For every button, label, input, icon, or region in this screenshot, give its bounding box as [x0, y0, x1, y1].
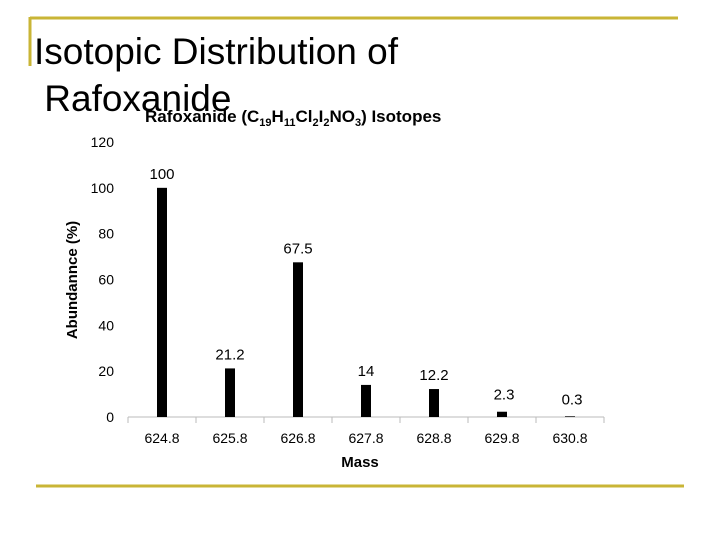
bar [225, 368, 235, 417]
bar [565, 416, 575, 417]
bar [293, 262, 303, 417]
bar [157, 187, 167, 417]
x-tick-label: 624.8 [144, 430, 179, 446]
value-label: 2.3 [494, 387, 515, 404]
bar [497, 411, 507, 417]
y-tick-label: 60 [98, 272, 114, 288]
y-axis-label: Abundannce (%) [64, 221, 81, 339]
x-tick-label: 629.8 [484, 430, 519, 446]
x-tick-label: 626.8 [280, 430, 315, 446]
y-tick-label: 80 [98, 226, 114, 242]
value-label: 14 [358, 363, 375, 380]
y-tick-label: 20 [98, 363, 114, 379]
x-tick-label: 627.8 [348, 430, 383, 446]
y-tick-label: 0 [106, 409, 114, 425]
chart-title: Rafoxanide (C19H11Cl2I2NO3) Isotopes [145, 107, 441, 129]
x-axis-label: Mass [341, 454, 379, 471]
x-tick-label: 625.8 [212, 430, 247, 446]
bar [361, 384, 371, 417]
value-label: 0.3 [562, 391, 583, 408]
x-tick-label: 630.8 [552, 430, 587, 446]
y-tick-label: 40 [98, 317, 114, 333]
value-label: 67.5 [283, 240, 312, 257]
value-label: 100 [149, 166, 174, 183]
value-label: 12.2 [419, 367, 448, 384]
y-tick-label: 120 [91, 134, 115, 150]
value-label: 21.2 [215, 346, 244, 363]
bar [429, 389, 439, 417]
slide-title: Isotopic Distribution of Rafoxanide [34, 31, 399, 119]
y-tick-label: 100 [91, 180, 115, 196]
x-tick-label: 628.8 [416, 430, 451, 446]
